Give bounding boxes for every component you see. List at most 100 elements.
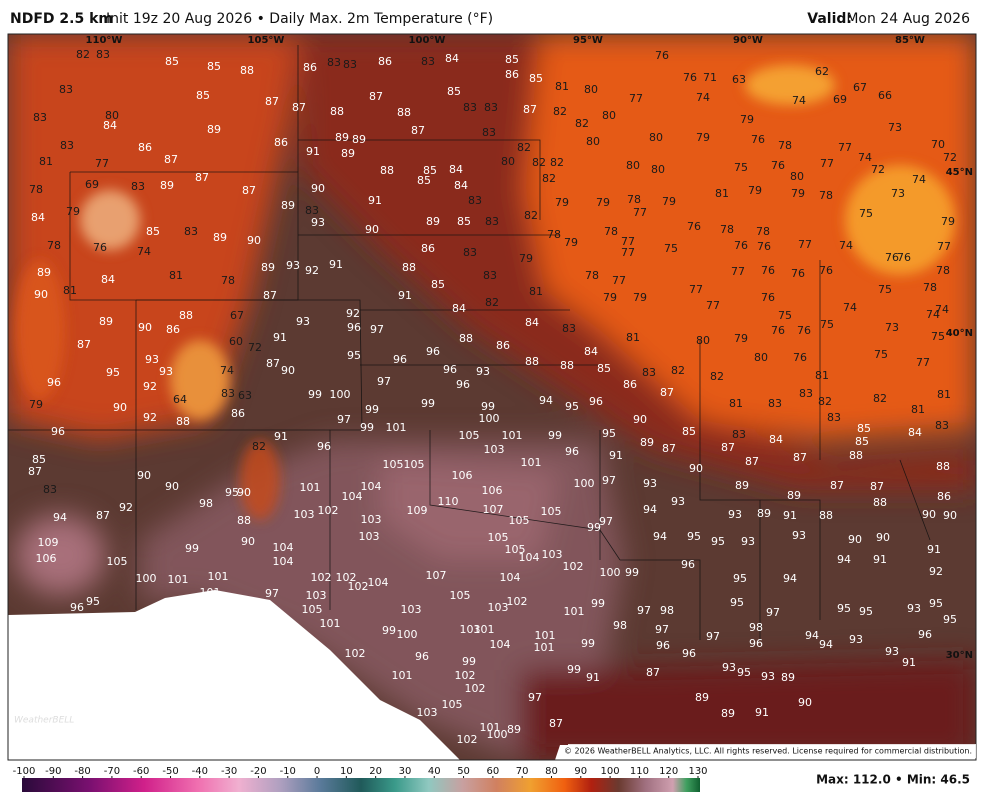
- temperature-label: 100: [487, 728, 508, 741]
- temperature-label: 86: [421, 242, 435, 255]
- temperature-label: 78: [720, 223, 734, 236]
- colorbar-tick-label: 110: [630, 766, 649, 777]
- temperature-label: 72: [871, 163, 885, 176]
- temperature-label: 105: [450, 589, 471, 602]
- temperature-label: 87: [523, 103, 537, 116]
- temperature-label: 105: [107, 555, 128, 568]
- temperature-label: 76: [683, 71, 697, 84]
- temperature-label: 72: [943, 151, 957, 164]
- temperature-label: 64: [173, 393, 187, 406]
- temperature-label: 99: [185, 542, 199, 555]
- temperature-label: 97: [377, 375, 391, 388]
- temperature-label: 81: [529, 285, 543, 298]
- temperature-label: 96: [565, 445, 579, 458]
- temperature-label: 70: [931, 138, 945, 151]
- temperature-label: 79: [66, 205, 80, 218]
- temperature-label: 87: [164, 153, 178, 166]
- temperature-label: 88: [873, 496, 887, 509]
- temperature-label: 103: [542, 548, 563, 561]
- temperature-label: 91: [368, 194, 382, 207]
- temperature-label: 84: [31, 211, 45, 224]
- temperature-label: 96: [749, 637, 763, 650]
- temperature-label: 86: [378, 55, 392, 68]
- valid-label: Valid:: [807, 11, 852, 27]
- temperature-label: 101: [208, 570, 229, 583]
- temperature-label: 77: [820, 157, 834, 170]
- temperature-label: 87: [77, 338, 91, 351]
- temperature-label: 91: [927, 543, 941, 556]
- temperature-label: 77: [706, 299, 720, 312]
- temperature-label: 73: [891, 187, 905, 200]
- colorbar-tick-label: -10: [280, 766, 296, 777]
- temperature-label: 102: [345, 647, 366, 660]
- temperature-label: 86: [274, 136, 288, 149]
- temperature-label: 75: [734, 161, 748, 174]
- graticule-labels: 110°W 105°W 100°W 95°W 90°W 85°W 45°N 40°N 30°N: [86, 35, 973, 661]
- colorbar: [22, 778, 700, 792]
- temperature-label: 90: [365, 223, 379, 236]
- temperature-label: 76: [751, 133, 765, 146]
- temperature-label: 82: [575, 117, 589, 130]
- temperature-label: 81: [63, 284, 77, 297]
- temperature-label: 74: [926, 308, 940, 321]
- temperature-label: 75: [878, 283, 892, 296]
- temperature-label: 83: [343, 58, 357, 71]
- temperature-label: 88: [179, 309, 193, 322]
- temperature-label: 89: [341, 147, 355, 160]
- temperature-label: 90: [137, 469, 151, 482]
- temperature-label: 93: [885, 645, 899, 658]
- temperature-label: 102: [348, 580, 369, 593]
- temperature-label: 86: [303, 61, 317, 74]
- temperature-label: 95: [86, 595, 100, 608]
- temperature-label: 105: [505, 543, 526, 556]
- temperature-label: 83: [732, 428, 746, 441]
- temperature-label: 78: [778, 139, 792, 152]
- temperature-label: 83: [184, 225, 198, 238]
- temperature-label: 83: [562, 322, 576, 335]
- temperature-label: 83: [221, 387, 235, 400]
- temperature-label: 97: [528, 691, 542, 704]
- temperature-label: 103: [306, 589, 327, 602]
- temperature-label: 95: [837, 602, 851, 615]
- temperature-label: 77: [621, 246, 635, 259]
- temperature-label: 99: [308, 388, 322, 401]
- temperature-label: 96: [656, 639, 670, 652]
- temperature-label: 86: [937, 490, 951, 503]
- temperature-label: 80: [754, 351, 768, 364]
- temperature-label: 76: [761, 291, 775, 304]
- temperature-label: 89: [352, 133, 366, 146]
- temperature-label: 75: [859, 207, 873, 220]
- temperature-label: 97: [265, 587, 279, 600]
- temperature-label: 81: [626, 331, 640, 344]
- temperature-label: 104: [342, 490, 363, 503]
- temperature-label: 79: [29, 398, 43, 411]
- temperature-label: 74: [792, 94, 806, 107]
- temperature-label: 101: [521, 456, 542, 469]
- temperature-label: 77: [633, 206, 647, 219]
- temperature-label: 77: [916, 356, 930, 369]
- temperature-label: 88: [397, 106, 411, 119]
- temperature-label: 95: [347, 349, 361, 362]
- temperature-label: 90: [165, 480, 179, 493]
- temperature-label: 99: [591, 597, 605, 610]
- temperature-label: 102: [465, 682, 486, 695]
- temperature-label: 82: [485, 296, 499, 309]
- temperature-label: 101: [535, 629, 556, 642]
- temperature-label: 73: [888, 121, 902, 134]
- temperature-label: 60: [229, 335, 243, 348]
- temperature-label: 90: [689, 462, 703, 475]
- temperature-label: 83: [484, 101, 498, 114]
- temperature-label: 76: [797, 324, 811, 337]
- temperature-label: 79: [603, 291, 617, 304]
- temperature-label: 83: [485, 215, 499, 228]
- temperature-label: 81: [715, 187, 729, 200]
- temperature-label: 79: [662, 195, 676, 208]
- temperature-label: 89: [261, 261, 275, 274]
- temperature-label: 83: [482, 126, 496, 139]
- temperature-label: 100: [397, 628, 418, 641]
- temperature-label: 99: [421, 397, 435, 410]
- temperature-label: 94: [653, 530, 667, 543]
- temperature-label: 101: [480, 721, 501, 734]
- temperature-label: 96: [589, 395, 603, 408]
